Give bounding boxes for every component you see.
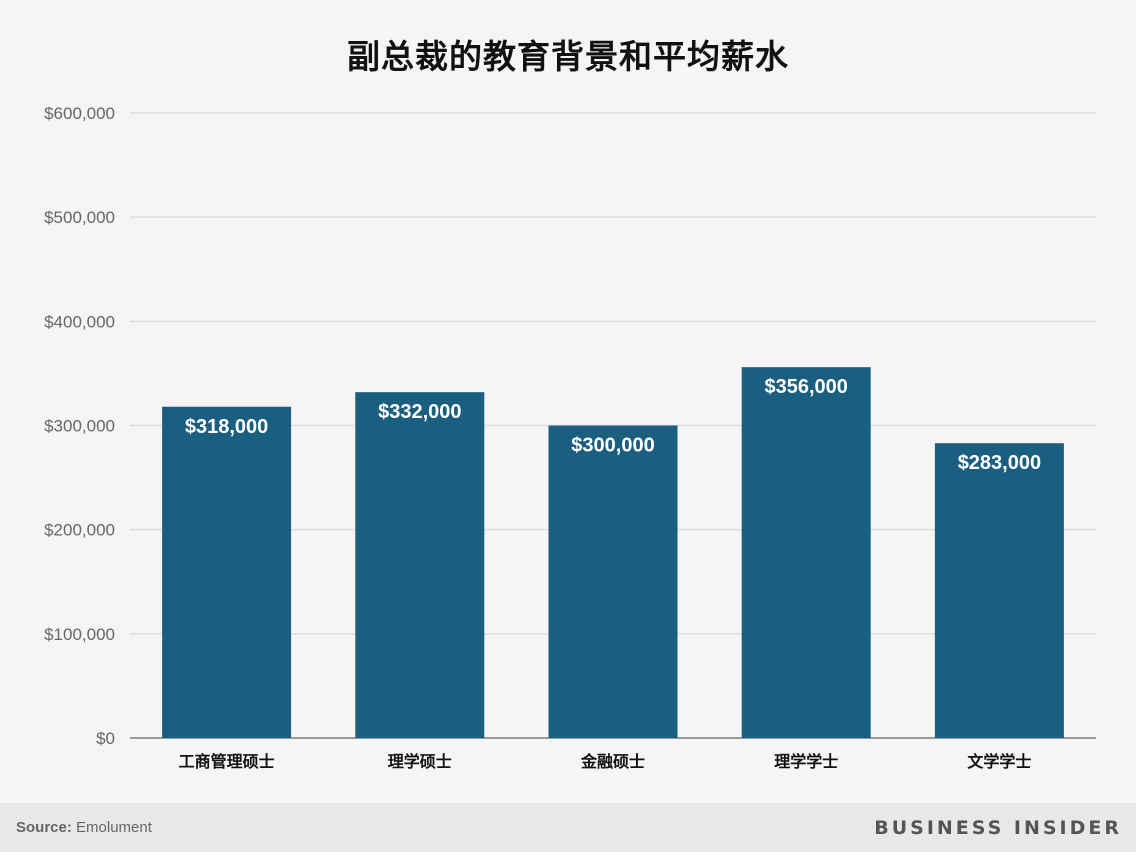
footer: Source: Emolument BUSINESS INSIDER	[0, 803, 1136, 852]
data-label: $300,000	[571, 435, 654, 457]
bar	[355, 392, 485, 738]
bar	[162, 406, 292, 738]
y-tick-label: $100,000	[44, 625, 115, 644]
x-axis-ticks: 工商管理硕士 理学硕士 金融硕士 理学学士 文学学士	[179, 752, 1032, 771]
bar	[934, 443, 1064, 738]
source-label: Source:	[16, 819, 72, 836]
y-tick-label: $400,000	[44, 312, 115, 331]
bar	[741, 367, 871, 738]
x-tick-label: 工商管理硕士	[179, 752, 275, 771]
data-labels: $318,000 $332,000 $300,000 $356,000 $283,000	[185, 376, 1041, 474]
y-axis-ticks: $0 $100,000 $200,000 $300,000 $400,000 $500,0…	[44, 104, 115, 748]
y-tick-label: $0	[96, 729, 115, 748]
bar-chart: $0 $100,000 $200,000 $300,000 $400,000 $500,0…	[44, 104, 1096, 771]
x-tick-label: 金融硕士	[580, 752, 645, 771]
data-label: $318,000	[185, 416, 268, 438]
source-note: Source: Emolument	[16, 819, 152, 836]
bar	[548, 425, 678, 738]
x-tick-label: 理学学士	[774, 752, 838, 771]
chart-title: 副总裁的教育背景和平均薪水	[347, 37, 789, 76]
y-tick-label: $600,000	[44, 104, 115, 123]
y-tick-label: $200,000	[44, 521, 115, 540]
x-tick-label: 文学学士	[967, 752, 1031, 771]
brand-logo: BUSINESS INSIDER	[874, 817, 1122, 839]
x-tick-label: 理学硕士	[388, 752, 452, 771]
source-value: Emolument	[76, 819, 152, 836]
data-label: $332,000	[378, 401, 461, 423]
y-tick-label: $300,000	[44, 417, 115, 436]
y-tick-label: $500,000	[44, 208, 115, 227]
data-label: $283,000	[958, 452, 1041, 474]
data-label: $356,000	[764, 376, 847, 398]
bars	[162, 367, 1064, 738]
